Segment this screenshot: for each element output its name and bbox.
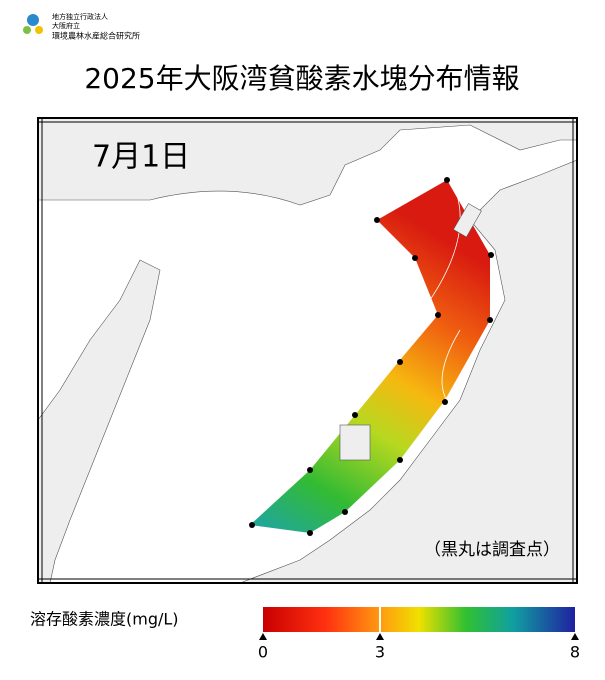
tick-label: 0 <box>258 643 268 662</box>
org-line: 環境農林水産総合研究所 <box>52 31 140 41</box>
tick-label: 3 <box>375 643 385 662</box>
date: 7月1日 <box>92 140 190 175</box>
logo <box>23 14 43 34</box>
title: 2025年大阪湾貧酸素水塊分布情報 <box>84 62 519 95</box>
tick-mark <box>376 633 384 640</box>
tick-mark <box>571 633 579 640</box>
map <box>37 117 578 584</box>
org-line: 地方独立行政法人 <box>52 12 108 21</box>
note: （黒丸は調査点） <box>424 540 560 560</box>
colorbar-label: 溶存酸素濃度(mg/L) <box>30 610 179 629</box>
colorbar <box>263 607 575 632</box>
tick-mark <box>259 633 267 640</box>
tick-label: 8 <box>570 643 580 662</box>
org-line: 大阪府立 <box>52 21 80 30</box>
